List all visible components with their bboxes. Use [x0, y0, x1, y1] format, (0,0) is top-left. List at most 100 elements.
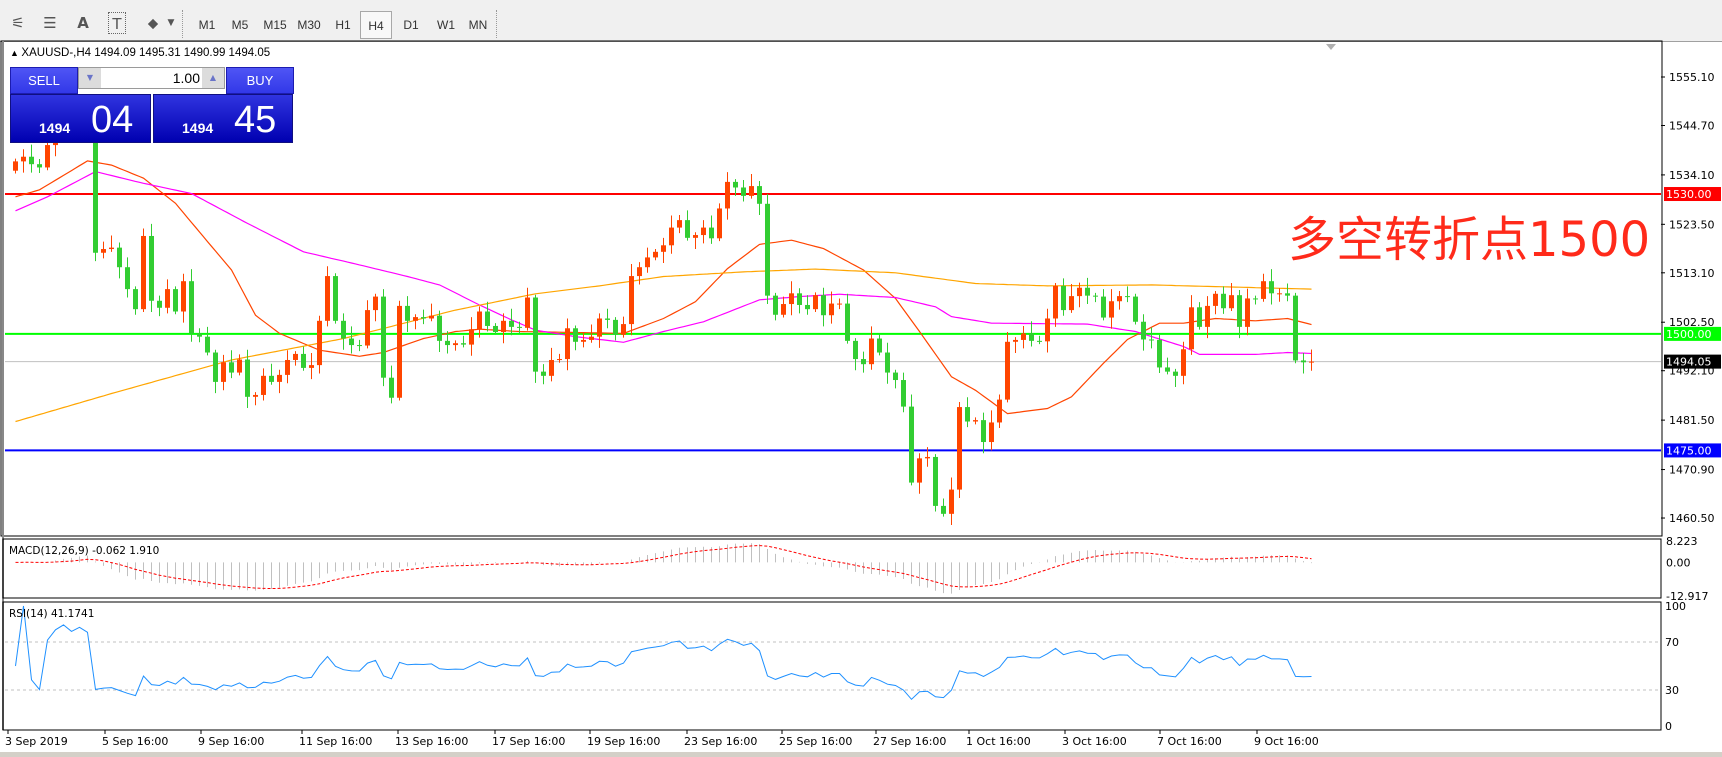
candle[interactable] [653, 249, 658, 261]
candle[interactable] [525, 287, 530, 331]
timeframe-w1[interactable]: W1 [437, 18, 455, 32]
candle[interactable] [237, 354, 242, 376]
candle[interactable] [549, 347, 554, 382]
candle[interactable] [645, 247, 650, 273]
candle[interactable] [957, 401, 962, 498]
candle[interactable] [973, 417, 978, 425]
candle[interactable] [181, 273, 186, 323]
timeframe-m15[interactable]: M15 [263, 18, 287, 32]
candle[interactable] [133, 286, 138, 315]
candle[interactable] [509, 308, 514, 336]
candle[interactable] [1181, 341, 1186, 385]
timeframe-h1[interactable]: H1 [335, 18, 351, 32]
buy-price-button[interactable]: 1494 45 [153, 94, 293, 143]
candle[interactable] [1069, 283, 1074, 313]
candle[interactable] [909, 394, 914, 486]
candle[interactable] [261, 368, 266, 401]
candle[interactable] [893, 369, 898, 389]
candle[interactable] [997, 394, 1002, 429]
candle[interactable] [245, 349, 250, 409]
candle[interactable] [157, 295, 162, 317]
candle[interactable] [821, 287, 826, 327]
candle[interactable] [925, 447, 930, 467]
candle[interactable] [757, 180, 762, 215]
candle[interactable] [1117, 290, 1122, 310]
candle[interactable] [477, 306, 482, 338]
candle[interactable] [149, 223, 154, 312]
candle[interactable] [517, 321, 522, 334]
candle[interactable] [485, 301, 490, 332]
candle[interactable] [901, 372, 906, 413]
candle[interactable] [117, 242, 122, 279]
candle[interactable] [741, 180, 746, 202]
fibonacci-fan-icon[interactable]: ☰ [43, 14, 57, 32]
timeframe-m5[interactable]: M5 [231, 18, 249, 32]
candle[interactable] [1245, 288, 1250, 336]
candle[interactable] [1221, 286, 1226, 314]
candle[interactable] [301, 346, 306, 371]
candle[interactable] [1309, 349, 1314, 371]
candle[interactable] [861, 351, 866, 373]
buy-button[interactable]: BUY [226, 67, 294, 94]
candle[interactable] [1133, 293, 1138, 325]
candle[interactable] [573, 325, 578, 351]
candle[interactable] [717, 203, 722, 242]
candle[interactable] [1253, 295, 1258, 305]
candle[interactable] [453, 340, 458, 351]
candle[interactable] [669, 215, 674, 254]
candle[interactable] [269, 363, 274, 385]
candle[interactable] [581, 332, 586, 348]
candle[interactable] [1261, 273, 1266, 302]
candle[interactable] [429, 303, 434, 322]
candle[interactable] [277, 369, 282, 394]
candle[interactable] [165, 279, 170, 314]
candle[interactable] [933, 454, 938, 512]
candle[interactable] [1229, 283, 1234, 312]
candle[interactable] [13, 158, 18, 174]
candle[interactable] [589, 324, 594, 343]
candle[interactable] [789, 281, 794, 316]
candle[interactable] [965, 397, 970, 428]
candle[interactable] [781, 296, 786, 318]
candle[interactable] [325, 266, 330, 327]
candle[interactable] [853, 338, 858, 371]
candle[interactable] [437, 310, 442, 353]
candle[interactable] [1277, 288, 1282, 302]
candle[interactable] [21, 149, 26, 173]
candle[interactable] [621, 316, 626, 338]
candle[interactable] [373, 293, 378, 322]
candle[interactable] [1141, 314, 1146, 351]
candle[interactable] [829, 291, 834, 324]
arrows-icon[interactable]: ⬥ [147, 14, 159, 32]
candle[interactable] [205, 326, 210, 356]
candle[interactable] [637, 262, 642, 285]
candle[interactable] [1165, 357, 1170, 375]
candle[interactable] [677, 214, 682, 234]
candle[interactable] [557, 353, 562, 363]
candle[interactable] [493, 323, 498, 335]
candle[interactable] [1085, 277, 1090, 305]
candle[interactable] [173, 286, 178, 315]
candle[interactable] [229, 350, 234, 379]
candle[interactable] [109, 235, 114, 252]
candle[interactable] [1109, 289, 1114, 329]
candle[interactable] [29, 144, 34, 173]
candle[interactable] [349, 326, 354, 354]
candle[interactable] [141, 228, 146, 312]
candle[interactable] [885, 342, 890, 384]
candle[interactable] [413, 314, 418, 330]
candle[interactable] [101, 241, 106, 259]
candle[interactable] [1189, 295, 1194, 355]
candle[interactable] [1077, 282, 1082, 308]
text-label-icon[interactable]: T [108, 12, 126, 34]
candle[interactable] [949, 477, 954, 526]
candle[interactable] [837, 298, 842, 310]
timeframe-mn[interactable]: MN [468, 18, 488, 32]
lot-size-input[interactable]: 1.00 [172, 70, 200, 86]
candle[interactable] [693, 232, 698, 250]
candle[interactable] [461, 335, 466, 348]
candle[interactable] [1029, 321, 1034, 347]
candle[interactable] [813, 292, 818, 312]
candle[interactable] [629, 263, 634, 336]
candle[interactable] [613, 317, 618, 341]
